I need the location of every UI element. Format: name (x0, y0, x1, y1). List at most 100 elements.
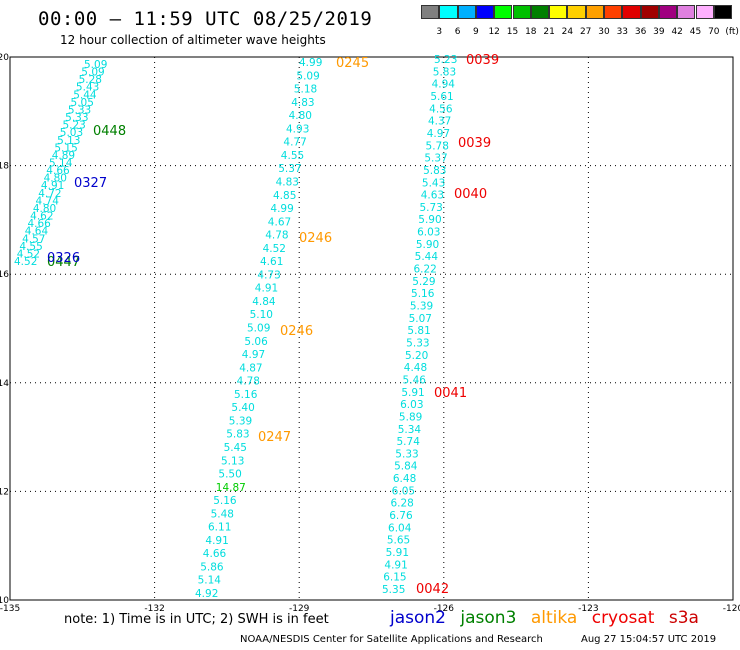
color-scale-cell (622, 5, 641, 19)
color-scale-cell (713, 5, 733, 19)
color-scale-cell (567, 5, 586, 19)
color-scale-label: 36 (634, 27, 647, 37)
wave-height-value: 4.83 (291, 97, 314, 109)
wave-height-value: 5.16 (234, 389, 258, 401)
wave-height-value: 5.39 (410, 301, 433, 313)
color-scale-label: 3 (436, 27, 443, 37)
pass-time-label: 0040 (454, 187, 487, 202)
wave-height-value: 4.62 (30, 211, 53, 223)
pass-time-label: 0447 (47, 255, 80, 270)
pass-time-label: 0246 (299, 231, 332, 246)
wave-height-value: 5.74 (397, 436, 421, 448)
wave-height-value: 5.86 (200, 561, 224, 573)
color-scale-cell (530, 5, 550, 19)
wave-height-value: 5.46 (403, 374, 427, 386)
color-scale-cell (695, 5, 714, 19)
wave-height-value: 5.83 (226, 429, 249, 441)
pass-time-label: 0326 (47, 251, 80, 266)
wave-height-value: 5.33 (395, 448, 418, 460)
wave-height-value: 4.80 (33, 203, 56, 215)
wave-height-value: 4.52 (14, 256, 37, 268)
wave-height-value: 5.29 (412, 276, 435, 288)
wave-height-value: 5.13 (57, 135, 80, 147)
map-title: 00:00 – 11:59 UTC 08/25/2019 (38, 8, 373, 30)
wave-height-value: 5.23 (434, 54, 457, 66)
x-tick-label: -123 (578, 604, 598, 614)
wave-height-value: 4.78 (237, 376, 260, 388)
wave-height-value: 6.03 (400, 399, 423, 411)
color-scale-cell (549, 5, 568, 19)
wave-height-value: 4.52 (17, 248, 40, 260)
x-tick-label: -126 (434, 604, 455, 614)
color-scale-cell (494, 5, 513, 19)
wave-height-value: 5.10 (250, 309, 273, 321)
wave-height-value: 4.64 (25, 226, 49, 238)
wave-height-value: 6.11 (208, 522, 231, 534)
pass-time-label: 0245 (336, 56, 369, 71)
color-scale-label: 42 (671, 27, 683, 37)
altimeter-tracks: 5.095.095.285.435.445.055.335.335.235.03… (14, 54, 457, 600)
wave-height-value: 5.45 (224, 442, 247, 454)
wave-height-value: 5.03 (60, 127, 83, 139)
wave-height-value: 4.89 (52, 150, 75, 162)
wave-height-value: 4.91 (41, 180, 64, 192)
legend-altika: altika (530, 608, 578, 628)
wave-height-value: 5.09 (84, 59, 107, 71)
color-scale-label: 45 (689, 27, 702, 37)
wave-height-value: 5.90 (416, 239, 439, 251)
wave-height-value: 4.99 (270, 203, 293, 215)
color-scale-cell (677, 5, 696, 19)
color-scale-label: 9 (473, 27, 479, 37)
color-scale-label: 24 (561, 27, 574, 37)
wave-height-value: 5.89 (399, 411, 422, 423)
legend-jason2: jason2 (390, 608, 446, 628)
wave-height-value: 5.09 (296, 70, 319, 82)
wave-height-value: 4.77 (283, 137, 306, 149)
y-tick-label: 10 (0, 596, 9, 606)
y-tick-label: 20 (0, 53, 9, 63)
wave-height-value: 5.20 (405, 350, 428, 362)
wave-height-value: 6.04 (388, 522, 412, 534)
wave-height-value: 5.14 (198, 575, 222, 587)
pass-time-label: 0327 (74, 176, 107, 191)
wave-height-value: 5.16 (411, 288, 435, 300)
wave-height-value: 5.33 (65, 112, 88, 124)
wave-height-value: 4.63 (421, 190, 444, 202)
wave-height-value: 5.73 (419, 202, 442, 214)
x-tick-label: -120 (723, 604, 740, 614)
pass-time-label: 0246 (280, 324, 313, 339)
wave-height-value: 6.03 (417, 227, 440, 239)
wave-height-value: 5.34 (398, 424, 422, 436)
pass-time-label: 0247 (258, 430, 291, 445)
wave-height-value: 5.78 (426, 140, 449, 152)
x-tick-label: -129 (289, 604, 310, 614)
wave-height-value: 5.13 (221, 455, 244, 467)
wave-height-value: 4.55 (19, 241, 42, 253)
color-scale-label: 27 (579, 27, 592, 37)
color-scale-cell (439, 5, 458, 19)
wave-height-value: 4.91 (384, 559, 407, 571)
legend-s3a: s3a (668, 608, 699, 628)
wave-height-value: 4.92 (195, 588, 218, 600)
wave-height-value: 4.97 (427, 128, 450, 140)
color-scale-label: 21 (543, 27, 555, 37)
wave-height-value: 4.57 (22, 233, 45, 245)
legend-cryosat: cryosat (591, 608, 655, 628)
wave-height-value: 5.09 (81, 67, 104, 79)
pass-time-label: 0039 (466, 53, 499, 68)
color-scale-cell (658, 5, 678, 19)
y-tick-label: 12 (0, 487, 9, 497)
wave-height-value: 5.06 (244, 336, 268, 348)
wave-height-value: 5.15 (54, 142, 77, 154)
color-scale-cell (604, 5, 623, 19)
note-text: note: 1) Time is in UTC; 2) SWH is in fe… (64, 612, 329, 627)
wave-height-value: 4.74 (36, 195, 60, 207)
wave-height-value: 5.84 (394, 461, 418, 473)
color-scale-label: 6 (454, 27, 461, 37)
x-tick-label: -135 (0, 604, 20, 614)
wave-height-value: 4.78 (265, 230, 288, 242)
color-scale-label: 15 (506, 27, 519, 37)
axis-tick-labels: -135 -132 -129 -126 -123 -120 20 18 16 14 12 10 (0, 53, 740, 614)
wave-height-value: 4.56 (429, 103, 453, 115)
